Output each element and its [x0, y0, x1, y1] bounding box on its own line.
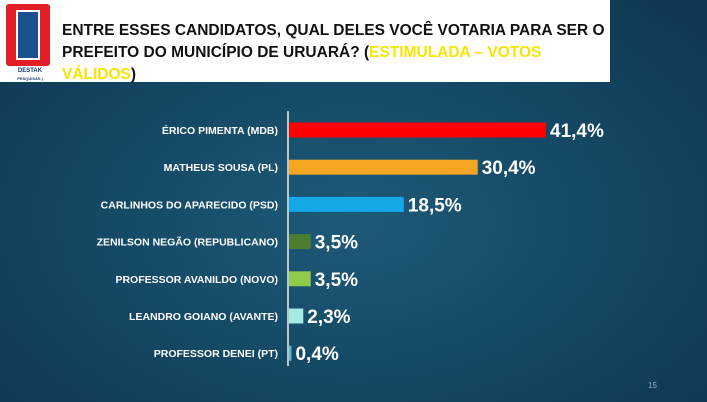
category-label: ZENILSON NEGÃO (REPUBLICANO): [97, 236, 278, 249]
bar: [289, 308, 304, 324]
page-number: 15: [648, 381, 657, 390]
category-label: PROFESSOR AVANILDO (NOVO): [115, 274, 278, 286]
category-label: CARLINHOS DO APARECIDO (PSD): [101, 199, 278, 211]
question-main: ENTRE ESSES CANDIDATOS, QUAL DELES VOCÊ …: [62, 22, 605, 61]
category-label: ÉRICO PIMENTA (MDB): [162, 124, 278, 137]
category-label: LEANDRO GOIANO (AVANTE): [129, 311, 278, 323]
category-label: MATHEUS SOUSA (PL): [164, 162, 278, 174]
value-label: 0,4%: [295, 344, 338, 365]
bar: [289, 234, 311, 250]
question-highlight: ESTIMULADA – VOTOS VÁLIDOS: [62, 44, 542, 83]
logo-text: DESTAK PESQUISAS | PUBLICIDADE: [4, 68, 56, 89]
bar: [289, 122, 546, 138]
header-banner: DESTAK PESQUISAS | PUBLICIDADE ENTRE ESS…: [0, 0, 610, 88]
logo-door-icon: [16, 10, 40, 60]
value-label: 18,5%: [408, 195, 462, 216]
destak-logo: DESTAK PESQUISAS | PUBLICIDADE: [4, 4, 56, 88]
value-label: 41,4%: [550, 121, 604, 142]
logo-emblem: [6, 4, 50, 66]
question-title: ENTRE ESSES CANDIDATOS, QUAL DELES VOCÊ …: [62, 20, 607, 86]
value-label: 3,5%: [315, 270, 358, 291]
logo-name: DESTAK: [17, 68, 43, 74]
bar: [289, 345, 292, 361]
value-label: 30,4%: [482, 158, 536, 179]
value-label: 2,3%: [307, 307, 350, 328]
category-label: PROFESSOR DENEI (PT): [154, 348, 278, 360]
question-end: ): [130, 66, 137, 83]
bar: [289, 196, 404, 212]
bar: [289, 159, 478, 175]
value-label: 3,5%: [315, 233, 358, 254]
bar: [289, 271, 311, 287]
logo-tagline: PESQUISAS | PUBLICIDADE: [16, 76, 44, 88]
